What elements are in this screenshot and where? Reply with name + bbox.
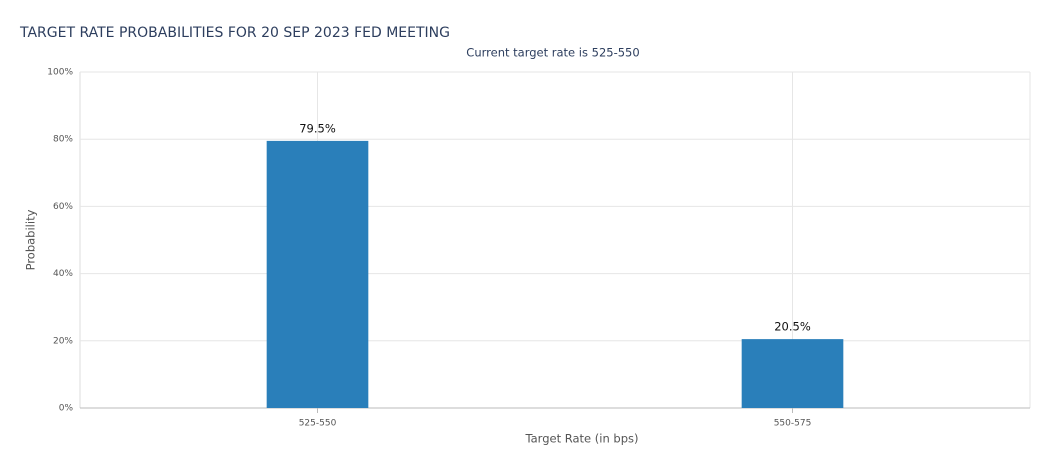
y-tick-label: 60% [53,202,73,212]
y-tick-label: 80% [53,135,73,145]
x-axis-label: Target Rate (in bps) [525,432,639,446]
y-tick-label: 40% [53,269,73,279]
data-label: 79.5% [299,121,336,135]
data-label: 20.5% [774,320,811,334]
y-tick-label: 100% [47,68,73,78]
x-tick-label: 525-550 [299,419,337,429]
y-tick-label: 0% [59,404,74,414]
y-axis-label: Probability [24,209,38,270]
y-tick-label: 20% [53,336,73,346]
x-tick-label: 550-575 [774,419,812,429]
chart-title: TARGET RATE PROBABILITIES FOR 20 SEP 202… [19,25,450,41]
bar [741,339,844,408]
bar [266,140,369,408]
chart-subtitle: Current target rate is 525-550 [466,46,639,60]
